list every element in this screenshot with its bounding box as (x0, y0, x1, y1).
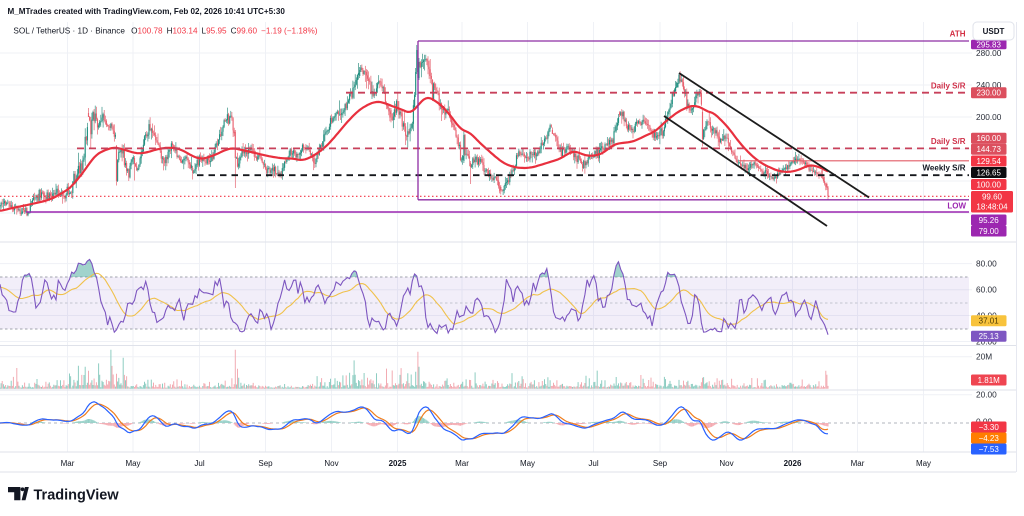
svg-text:99.60: 99.60 (982, 192, 1003, 201)
svg-text:80.00: 80.00 (976, 259, 997, 269)
svg-text:Mar: Mar (851, 459, 865, 468)
svg-text:Daily S/R: Daily S/R (931, 137, 966, 146)
svg-text:May: May (916, 459, 931, 468)
svg-text:295.83: 295.83 (976, 40, 1001, 49)
svg-text:−4.23: −4.23 (979, 434, 1000, 443)
svg-text:280.00: 280.00 (976, 48, 1002, 58)
svg-text:Mar: Mar (455, 459, 469, 468)
svg-text:May: May (520, 459, 535, 468)
svg-text:Nov: Nov (324, 459, 338, 468)
svg-text:2025: 2025 (389, 459, 407, 468)
svg-text:1.81M: 1.81M (978, 376, 1001, 385)
svg-text:126.65: 126.65 (976, 168, 1001, 177)
svg-text:100.00: 100.00 (976, 180, 1001, 189)
svg-text:Sep: Sep (258, 459, 273, 468)
svg-text:200.00: 200.00 (976, 112, 1002, 122)
svg-text:37.01: 37.01 (979, 317, 1000, 326)
svg-text:TradingView: TradingView (34, 488, 120, 504)
svg-text:160.00: 160.00 (976, 134, 1001, 143)
svg-text:USDT: USDT (983, 27, 1005, 36)
svg-text:20M: 20M (976, 352, 992, 362)
svg-text:Weekly S/R: Weekly S/R (923, 164, 966, 173)
svg-text:−3.30: −3.30 (979, 423, 1000, 432)
svg-text:M_MTrades created with Trading: M_MTrades created with TradingView.com, … (8, 7, 286, 16)
svg-text:240.00: 240.00 (976, 80, 1002, 90)
svg-text:Sep: Sep (653, 459, 668, 468)
svg-text:79.00: 79.00 (979, 227, 1000, 236)
svg-text:25.13: 25.13 (979, 332, 1000, 341)
svg-text:60.00: 60.00 (976, 285, 997, 295)
svg-text:2026: 2026 (784, 459, 802, 468)
svg-text:95.26: 95.26 (979, 216, 1000, 225)
svg-text:Jul: Jul (588, 459, 598, 468)
svg-text:18:48:04: 18:48:04 (976, 202, 1008, 211)
svg-text:144.73: 144.73 (976, 145, 1001, 154)
svg-text:May: May (125, 459, 140, 468)
svg-text:20.00: 20.00 (976, 390, 997, 400)
svg-text:230.00: 230.00 (976, 89, 1001, 98)
svg-text:Jul: Jul (194, 459, 204, 468)
svg-text:129.54: 129.54 (976, 157, 1001, 166)
svg-text:Daily S/R: Daily S/R (931, 82, 966, 91)
svg-text:ATH: ATH (950, 30, 966, 39)
svg-text:−7.53: −7.53 (979, 445, 1000, 454)
svg-text:LOW: LOW (947, 202, 966, 211)
svg-text:Mar: Mar (61, 459, 75, 468)
svg-text:Nov: Nov (719, 459, 733, 468)
